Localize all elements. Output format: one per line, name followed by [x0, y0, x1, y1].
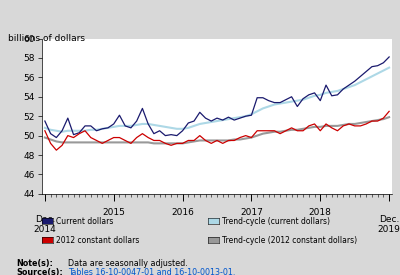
Text: Note(s):: Note(s):	[16, 259, 53, 268]
Text: Current dollars: Current dollars	[56, 217, 113, 226]
Text: 2017: 2017	[240, 208, 263, 217]
Text: billions of dollars: billions of dollars	[8, 34, 85, 43]
Text: Data are seasonally adjusted.: Data are seasonally adjusted.	[68, 259, 188, 268]
Text: 2018: 2018	[309, 208, 332, 217]
Text: Dec.
2019: Dec. 2019	[378, 215, 400, 234]
Text: Trend-cycle (2012 constant dollars): Trend-cycle (2012 constant dollars)	[222, 236, 357, 245]
Text: Dec.
2014: Dec. 2014	[34, 215, 56, 234]
Text: 2012 constant dollars: 2012 constant dollars	[56, 236, 139, 245]
Text: Source(s):: Source(s):	[16, 268, 63, 275]
Text: Trend-cycle (current dollars): Trend-cycle (current dollars)	[222, 217, 330, 226]
Text: 2016: 2016	[171, 208, 194, 217]
Text: Tables 16-10-0047-01 and 16-10-0013-01.: Tables 16-10-0047-01 and 16-10-0013-01.	[68, 268, 235, 275]
Text: 2015: 2015	[102, 208, 125, 217]
